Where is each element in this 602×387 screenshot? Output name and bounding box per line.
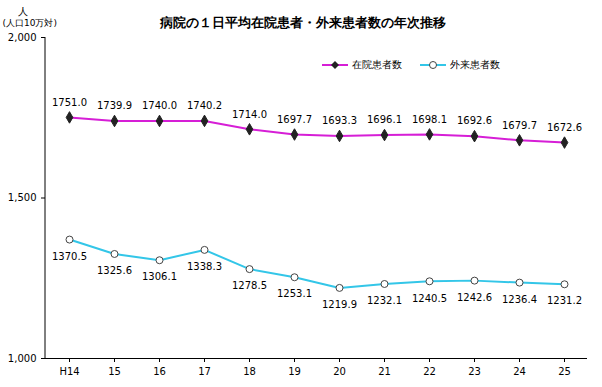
svg-text:病院の１日平均在院患者・外来患者数の年次推移: 病院の１日平均在院患者・外来患者数の年次推移 — [159, 15, 446, 30]
svg-text:1242.6: 1242.6 — [457, 292, 492, 303]
svg-text:1697.7: 1697.7 — [277, 114, 312, 125]
svg-text:1231.2: 1231.2 — [547, 295, 582, 306]
svg-text:1338.3: 1338.3 — [187, 261, 222, 272]
svg-text:1,000: 1,000 — [8, 353, 37, 364]
svg-text:1696.1: 1696.1 — [367, 114, 402, 125]
html-text:在院患者数: 在院患者数 — [352, 59, 402, 70]
svg-text:1693.3: 1693.3 — [322, 115, 357, 126]
svg-text:1240.5: 1240.5 — [412, 292, 447, 303]
svg-text:1751.0: 1751.0 — [52, 97, 87, 108]
svg-text:1739.9: 1739.9 — [97, 100, 132, 111]
svg-text:21: 21 — [378, 366, 391, 377]
svg-text:1698.1: 1698.1 — [412, 114, 447, 125]
svg-text:17: 17 — [198, 366, 211, 377]
svg-text:(人口10万対): (人口10万対) — [3, 18, 57, 28]
svg-text:1,500: 1,500 — [8, 192, 37, 203]
svg-text:1306.1: 1306.1 — [142, 271, 177, 282]
svg-text:1278.5: 1278.5 — [232, 280, 267, 291]
svg-text:1325.6: 1325.6 — [97, 265, 132, 276]
svg-text:1370.5: 1370.5 — [52, 251, 87, 262]
svg-text:18: 18 — [243, 366, 256, 377]
svg-text:1672.6: 1672.6 — [547, 122, 582, 133]
svg-text:22: 22 — [423, 366, 436, 377]
svg-text:人: 人 — [18, 6, 28, 17]
svg-text:25: 25 — [558, 366, 571, 377]
svg-text:1679.7: 1679.7 — [502, 120, 537, 131]
svg-text:1714.0: 1714.0 — [232, 109, 267, 120]
svg-text:H14: H14 — [59, 366, 79, 377]
svg-text:20: 20 — [333, 366, 346, 377]
svg-text:1219.9: 1219.9 — [322, 299, 357, 310]
svg-text:1253.1: 1253.1 — [277, 288, 312, 299]
svg-text:1740.0: 1740.0 — [142, 100, 177, 111]
svg-text:15: 15 — [108, 366, 121, 377]
svg-text:23: 23 — [468, 366, 481, 377]
svg-text:2,000: 2,000 — [8, 32, 37, 43]
svg-text:16: 16 — [153, 366, 166, 377]
html-text:外来患者数: 外来患者数 — [450, 59, 500, 70]
svg-text:1692.6: 1692.6 — [457, 115, 492, 126]
svg-text:24: 24 — [513, 366, 526, 377]
svg-text:19: 19 — [288, 366, 301, 377]
svg-text:1740.2: 1740.2 — [187, 100, 222, 111]
svg-text:1236.4: 1236.4 — [502, 294, 537, 305]
svg-text:1232.1: 1232.1 — [367, 295, 402, 306]
